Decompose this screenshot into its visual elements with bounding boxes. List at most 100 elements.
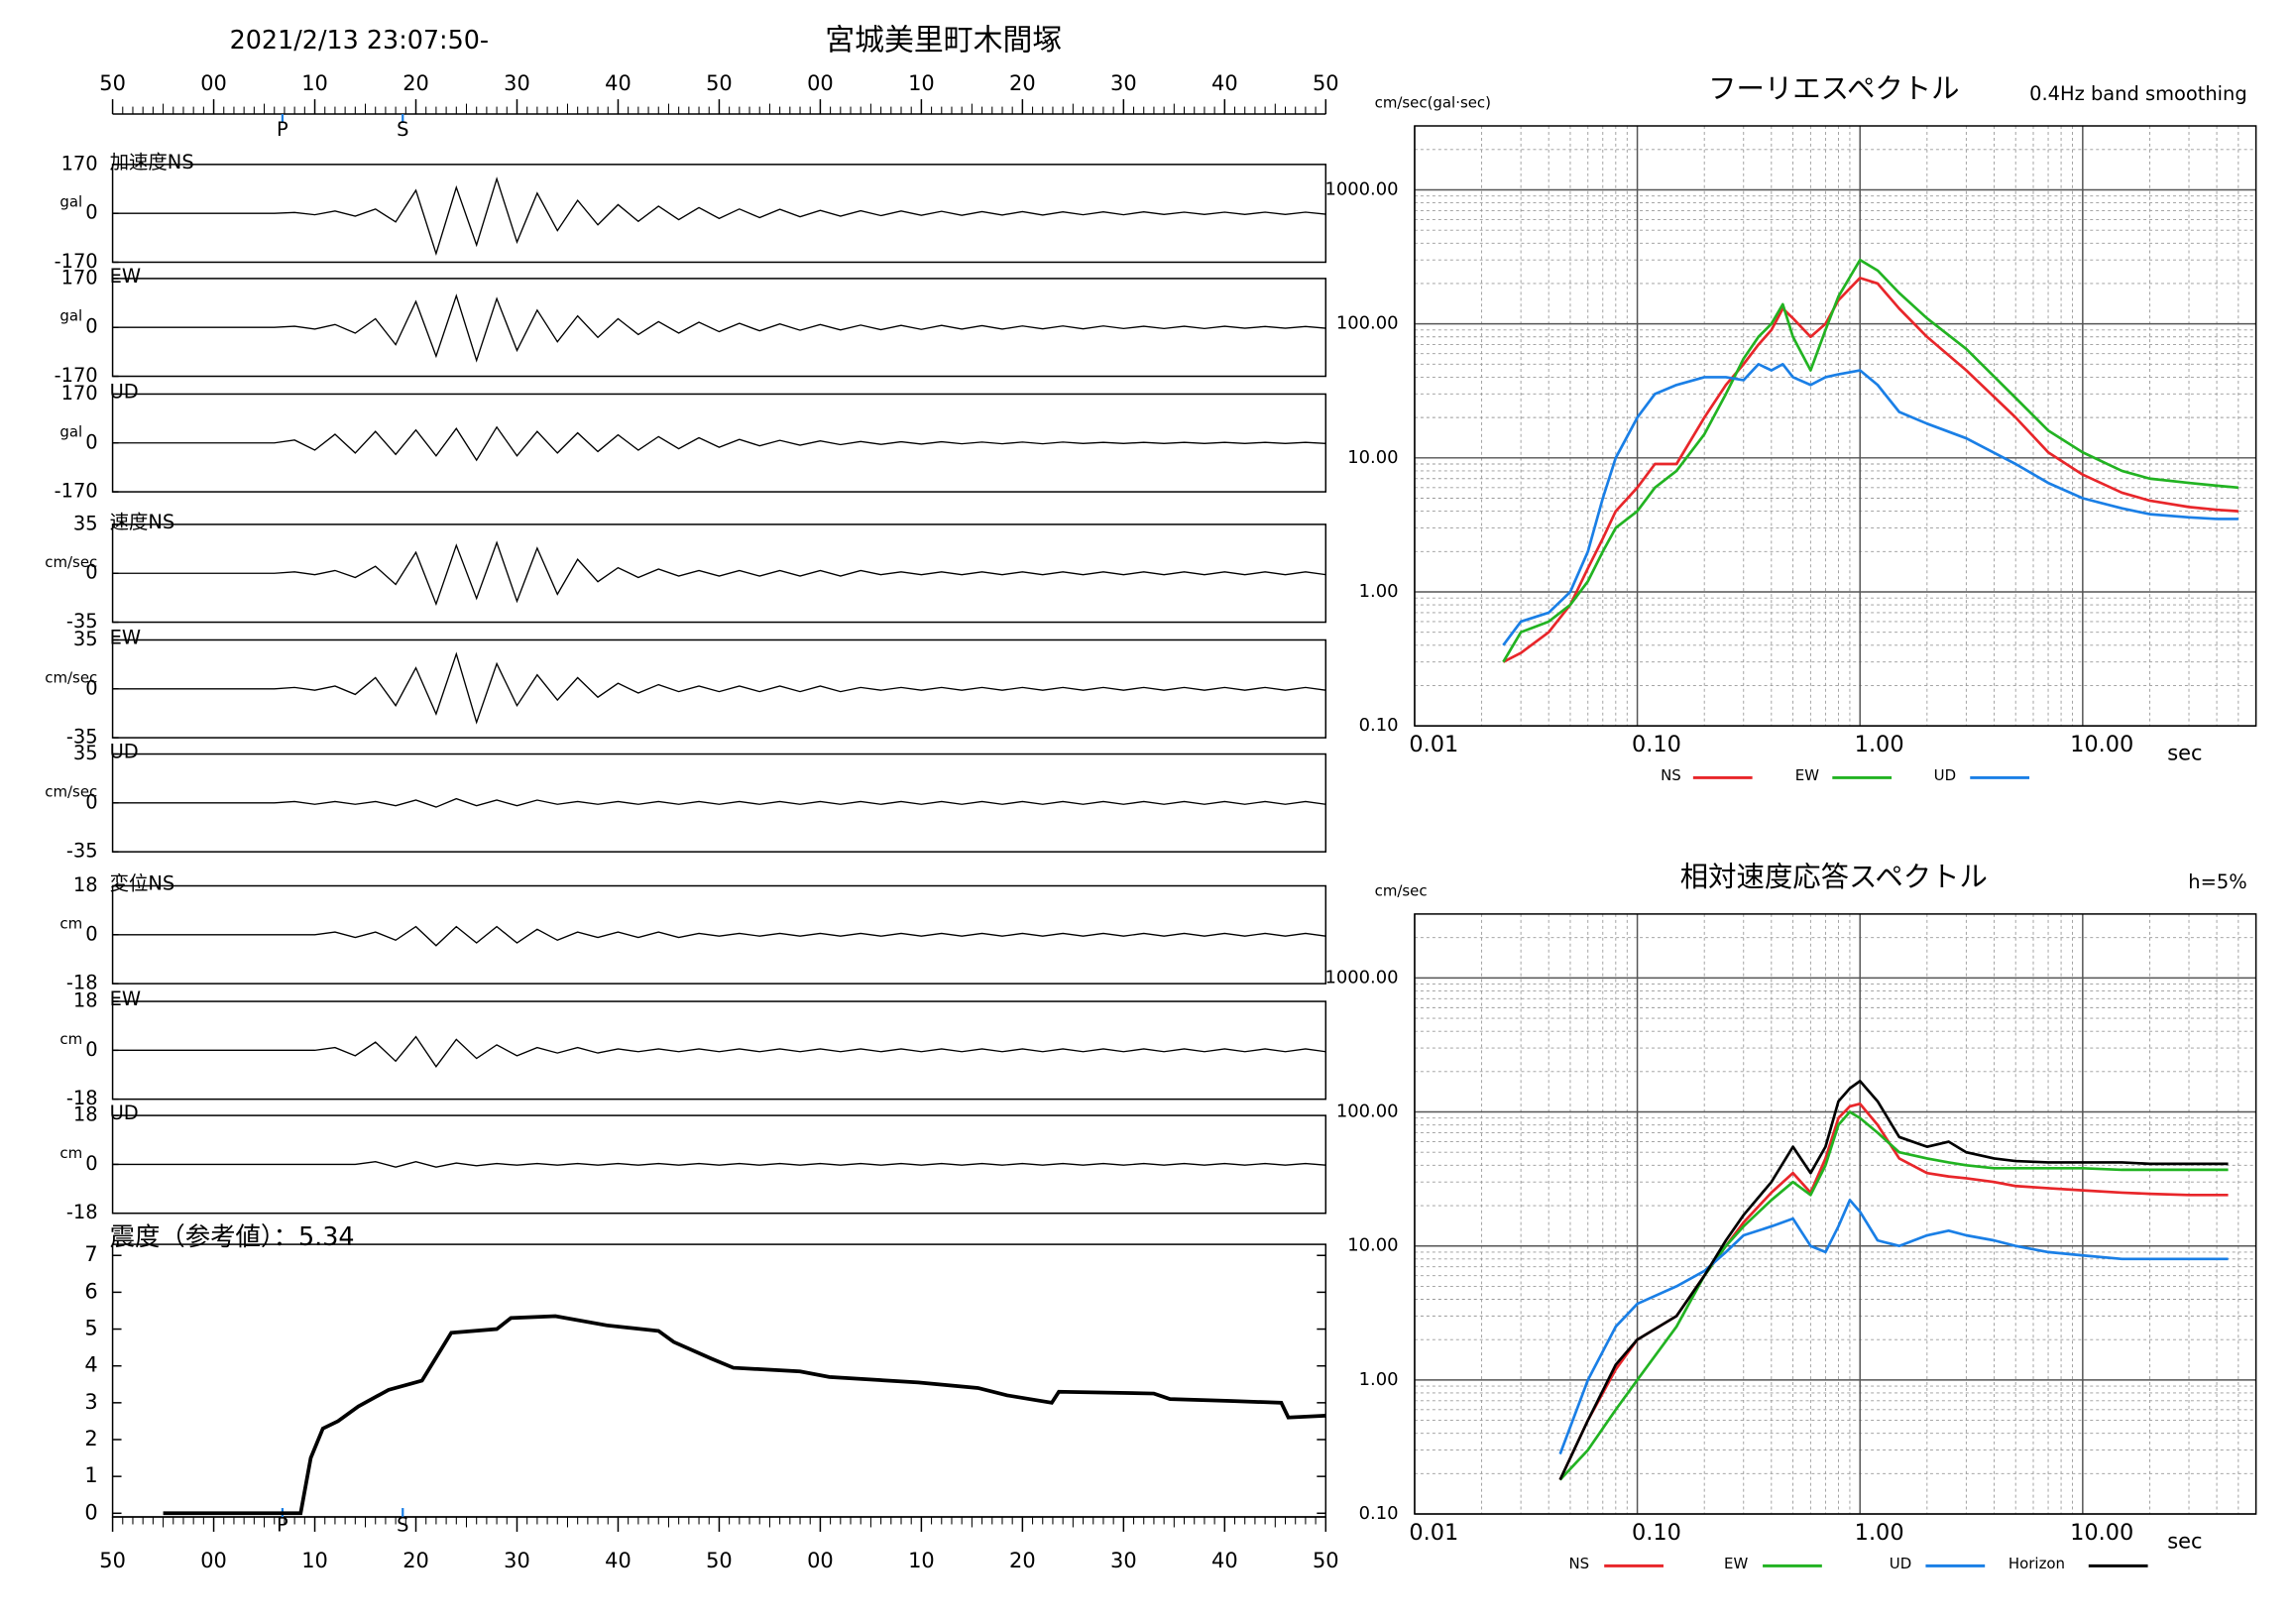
- spectrum-line: [1502, 258, 2239, 663]
- y-tick-label: 10.00: [1347, 447, 1398, 468]
- x-tick-label: 40: [605, 1549, 631, 1572]
- legend-label: Horizon: [2009, 1555, 2065, 1572]
- trace-unit: cm/sec: [45, 782, 97, 800]
- phase-label: S: [397, 118, 408, 141]
- legend-label: NS: [1661, 766, 1681, 784]
- y-tick-label: 0.10: [1359, 715, 1399, 736]
- x-tick-label: 20: [1009, 1549, 1036, 1572]
- trace-unit: gal: [59, 422, 82, 440]
- x-tick-label: 0.01: [1409, 732, 1458, 757]
- trace-name: 加速度NS: [110, 151, 194, 174]
- y-tick-label: 170: [61, 266, 98, 289]
- y-tick-label: 18: [73, 989, 98, 1012]
- x-tick-label: 50: [706, 71, 733, 95]
- trace-unit: cm: [59, 1144, 82, 1162]
- x-tick-label: 30: [1110, 1549, 1137, 1572]
- y-tick-label: 0: [85, 1038, 97, 1061]
- x-tick-label: 50: [1313, 71, 1339, 95]
- y-tick-label: -35: [66, 610, 98, 633]
- spectrum-title: フーリエスペクトル: [1708, 72, 1959, 105]
- y-tick-label: 7: [84, 1242, 97, 1266]
- spectrum-note: 0.4Hz band smoothing: [2029, 82, 2247, 105]
- y-tick-label: -18: [66, 1087, 98, 1109]
- phase-label: P: [277, 118, 288, 141]
- x-tick-label: 00: [200, 71, 227, 95]
- waveform-trace: [112, 1160, 1326, 1168]
- waveform-trace: [112, 1035, 1326, 1068]
- spectrum-line: [1558, 1199, 2229, 1455]
- x-tick-label: 50: [99, 1549, 126, 1572]
- y-tick-label: 0.10: [1359, 1503, 1399, 1524]
- x-tick-label: 50: [1313, 1549, 1339, 1572]
- x-tick-label: 10: [908, 71, 935, 95]
- trace-unit: cm: [59, 914, 82, 932]
- x-unit: sec: [2167, 1529, 2202, 1553]
- x-tick-label: 30: [504, 1549, 530, 1572]
- y-tick-label: -170: [55, 364, 98, 387]
- spectrum-line: [1502, 362, 2239, 646]
- y-tick-label: 18: [73, 873, 98, 896]
- x-tick-label: 40: [1211, 1549, 1238, 1572]
- x-tick-label: 0.10: [1632, 732, 1681, 757]
- trace-frame: [111, 164, 1327, 264]
- x-tick-label: 50: [99, 71, 126, 95]
- y-tick-label: 10.00: [1347, 1235, 1398, 1256]
- spectrum-line: [1558, 1080, 2229, 1481]
- spectrum-line: [1558, 1101, 2229, 1481]
- waveform-trace: [112, 425, 1326, 462]
- intensity-frame: [111, 1243, 1327, 1518]
- y-tick-label: 0: [85, 676, 97, 699]
- y-tick-label: 0: [85, 430, 97, 453]
- y-tick-label: 2: [84, 1427, 97, 1450]
- trace-name: UD: [110, 741, 139, 763]
- y-tick-label: 170: [61, 382, 98, 405]
- legend-label: NS: [1568, 1555, 1589, 1572]
- y-tick-label: 0: [85, 315, 97, 338]
- record-time: 2021/2/13 23:07:50-: [230, 25, 489, 55]
- y-tick-label: -170: [55, 480, 98, 503]
- trace-unit: gal: [59, 307, 82, 325]
- phase-label: P: [277, 1513, 288, 1536]
- y-tick-label: 0: [85, 922, 97, 945]
- x-tick-label: 0.01: [1409, 1520, 1458, 1546]
- trace-name: 速度NS: [110, 511, 175, 533]
- waveform-trace: [112, 797, 1326, 808]
- y-tick-label: 1000.00: [1324, 178, 1398, 199]
- y-tick-label: 100.00: [1336, 313, 1399, 334]
- y-tick-label: 3: [84, 1390, 97, 1414]
- x-tick-label: 00: [807, 71, 834, 95]
- trace-frame: [111, 638, 1327, 739]
- x-tick-label: 40: [1211, 71, 1238, 95]
- y-tick-label: 1.00: [1359, 581, 1399, 602]
- waveform-trace: [112, 176, 1326, 257]
- y-unit: cm/sec: [1375, 881, 1428, 899]
- x-tick-label: 10.00: [2070, 732, 2133, 757]
- x-tick-label: 20: [402, 1549, 429, 1572]
- waveform-trace: [112, 925, 1326, 947]
- trace-name: UD: [110, 380, 139, 403]
- y-tick-label: 100.00: [1336, 1101, 1399, 1122]
- y-tick-label: 170: [61, 152, 98, 174]
- y-tick-label: -18: [66, 1201, 98, 1223]
- x-tick-label: 50: [706, 1549, 733, 1572]
- y-tick-label: 18: [73, 1103, 98, 1126]
- trace-name: 変位NS: [110, 872, 175, 895]
- x-tick-label: 1.00: [1855, 1520, 1904, 1546]
- trace-frame: [111, 523, 1327, 624]
- station-name: 宮城美里町木間塚: [825, 23, 1062, 58]
- phase-label: S: [397, 1513, 408, 1536]
- y-tick-label: 0: [85, 790, 97, 813]
- x-tick-label: 30: [1110, 71, 1137, 95]
- x-tick-label: 00: [200, 1549, 227, 1572]
- x-tick-label: 10: [908, 1549, 935, 1572]
- y-tick-label: 1: [84, 1463, 97, 1487]
- y-tick-label: 1.00: [1359, 1369, 1399, 1390]
- y-tick-label: -35: [66, 726, 98, 749]
- y-tick-label: 5: [84, 1317, 97, 1340]
- y-unit: cm/sec(gal·sec): [1375, 94, 1491, 112]
- y-tick-label: 35: [73, 628, 98, 650]
- trace-name: EW: [110, 265, 141, 288]
- trace-unit: cm: [59, 1030, 82, 1048]
- y-tick-label: 0: [85, 561, 97, 584]
